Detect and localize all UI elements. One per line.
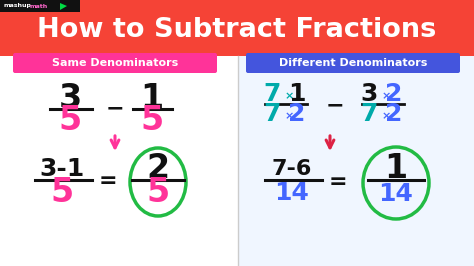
FancyBboxPatch shape — [13, 53, 217, 73]
Text: 7: 7 — [361, 102, 378, 126]
Text: ×: × — [285, 91, 294, 101]
Text: Different Denominators: Different Denominators — [279, 58, 427, 68]
Text: 5: 5 — [58, 103, 82, 136]
Text: 2: 2 — [385, 102, 403, 126]
Text: How to Subtract Fractions: How to Subtract Fractions — [37, 17, 437, 43]
Text: −: − — [326, 95, 344, 115]
Bar — [0, 56, 238, 266]
Text: =: = — [328, 172, 347, 192]
Text: 3: 3 — [58, 81, 82, 114]
Text: math: math — [30, 3, 48, 9]
Text: 2: 2 — [146, 152, 170, 185]
Bar — [0, 0, 474, 56]
Text: 14: 14 — [379, 182, 413, 206]
Text: ×: × — [285, 111, 294, 121]
Bar — [0, 0, 80, 12]
Text: 1: 1 — [384, 152, 408, 185]
Text: 7: 7 — [264, 82, 281, 106]
Text: Same Denominators: Same Denominators — [52, 58, 178, 68]
Bar — [238, 56, 474, 266]
FancyBboxPatch shape — [246, 53, 460, 73]
Text: 1: 1 — [140, 81, 164, 114]
Text: 14: 14 — [274, 181, 310, 205]
Text: 7: 7 — [264, 102, 281, 126]
Text: 2: 2 — [385, 82, 403, 106]
Text: =: = — [99, 171, 117, 191]
Polygon shape — [60, 3, 67, 10]
Text: −: − — [106, 98, 124, 118]
Text: mashup: mashup — [4, 3, 32, 9]
Text: 2: 2 — [288, 102, 306, 126]
Text: 3: 3 — [361, 82, 378, 106]
Text: 3-1: 3-1 — [39, 157, 85, 181]
Text: 1: 1 — [288, 82, 306, 106]
Text: 5: 5 — [140, 103, 164, 136]
Text: 5: 5 — [50, 176, 73, 209]
Text: 7-6: 7-6 — [272, 159, 312, 179]
Text: ×: × — [382, 111, 392, 121]
Text: 5: 5 — [146, 176, 170, 209]
Text: ×: × — [382, 91, 392, 101]
